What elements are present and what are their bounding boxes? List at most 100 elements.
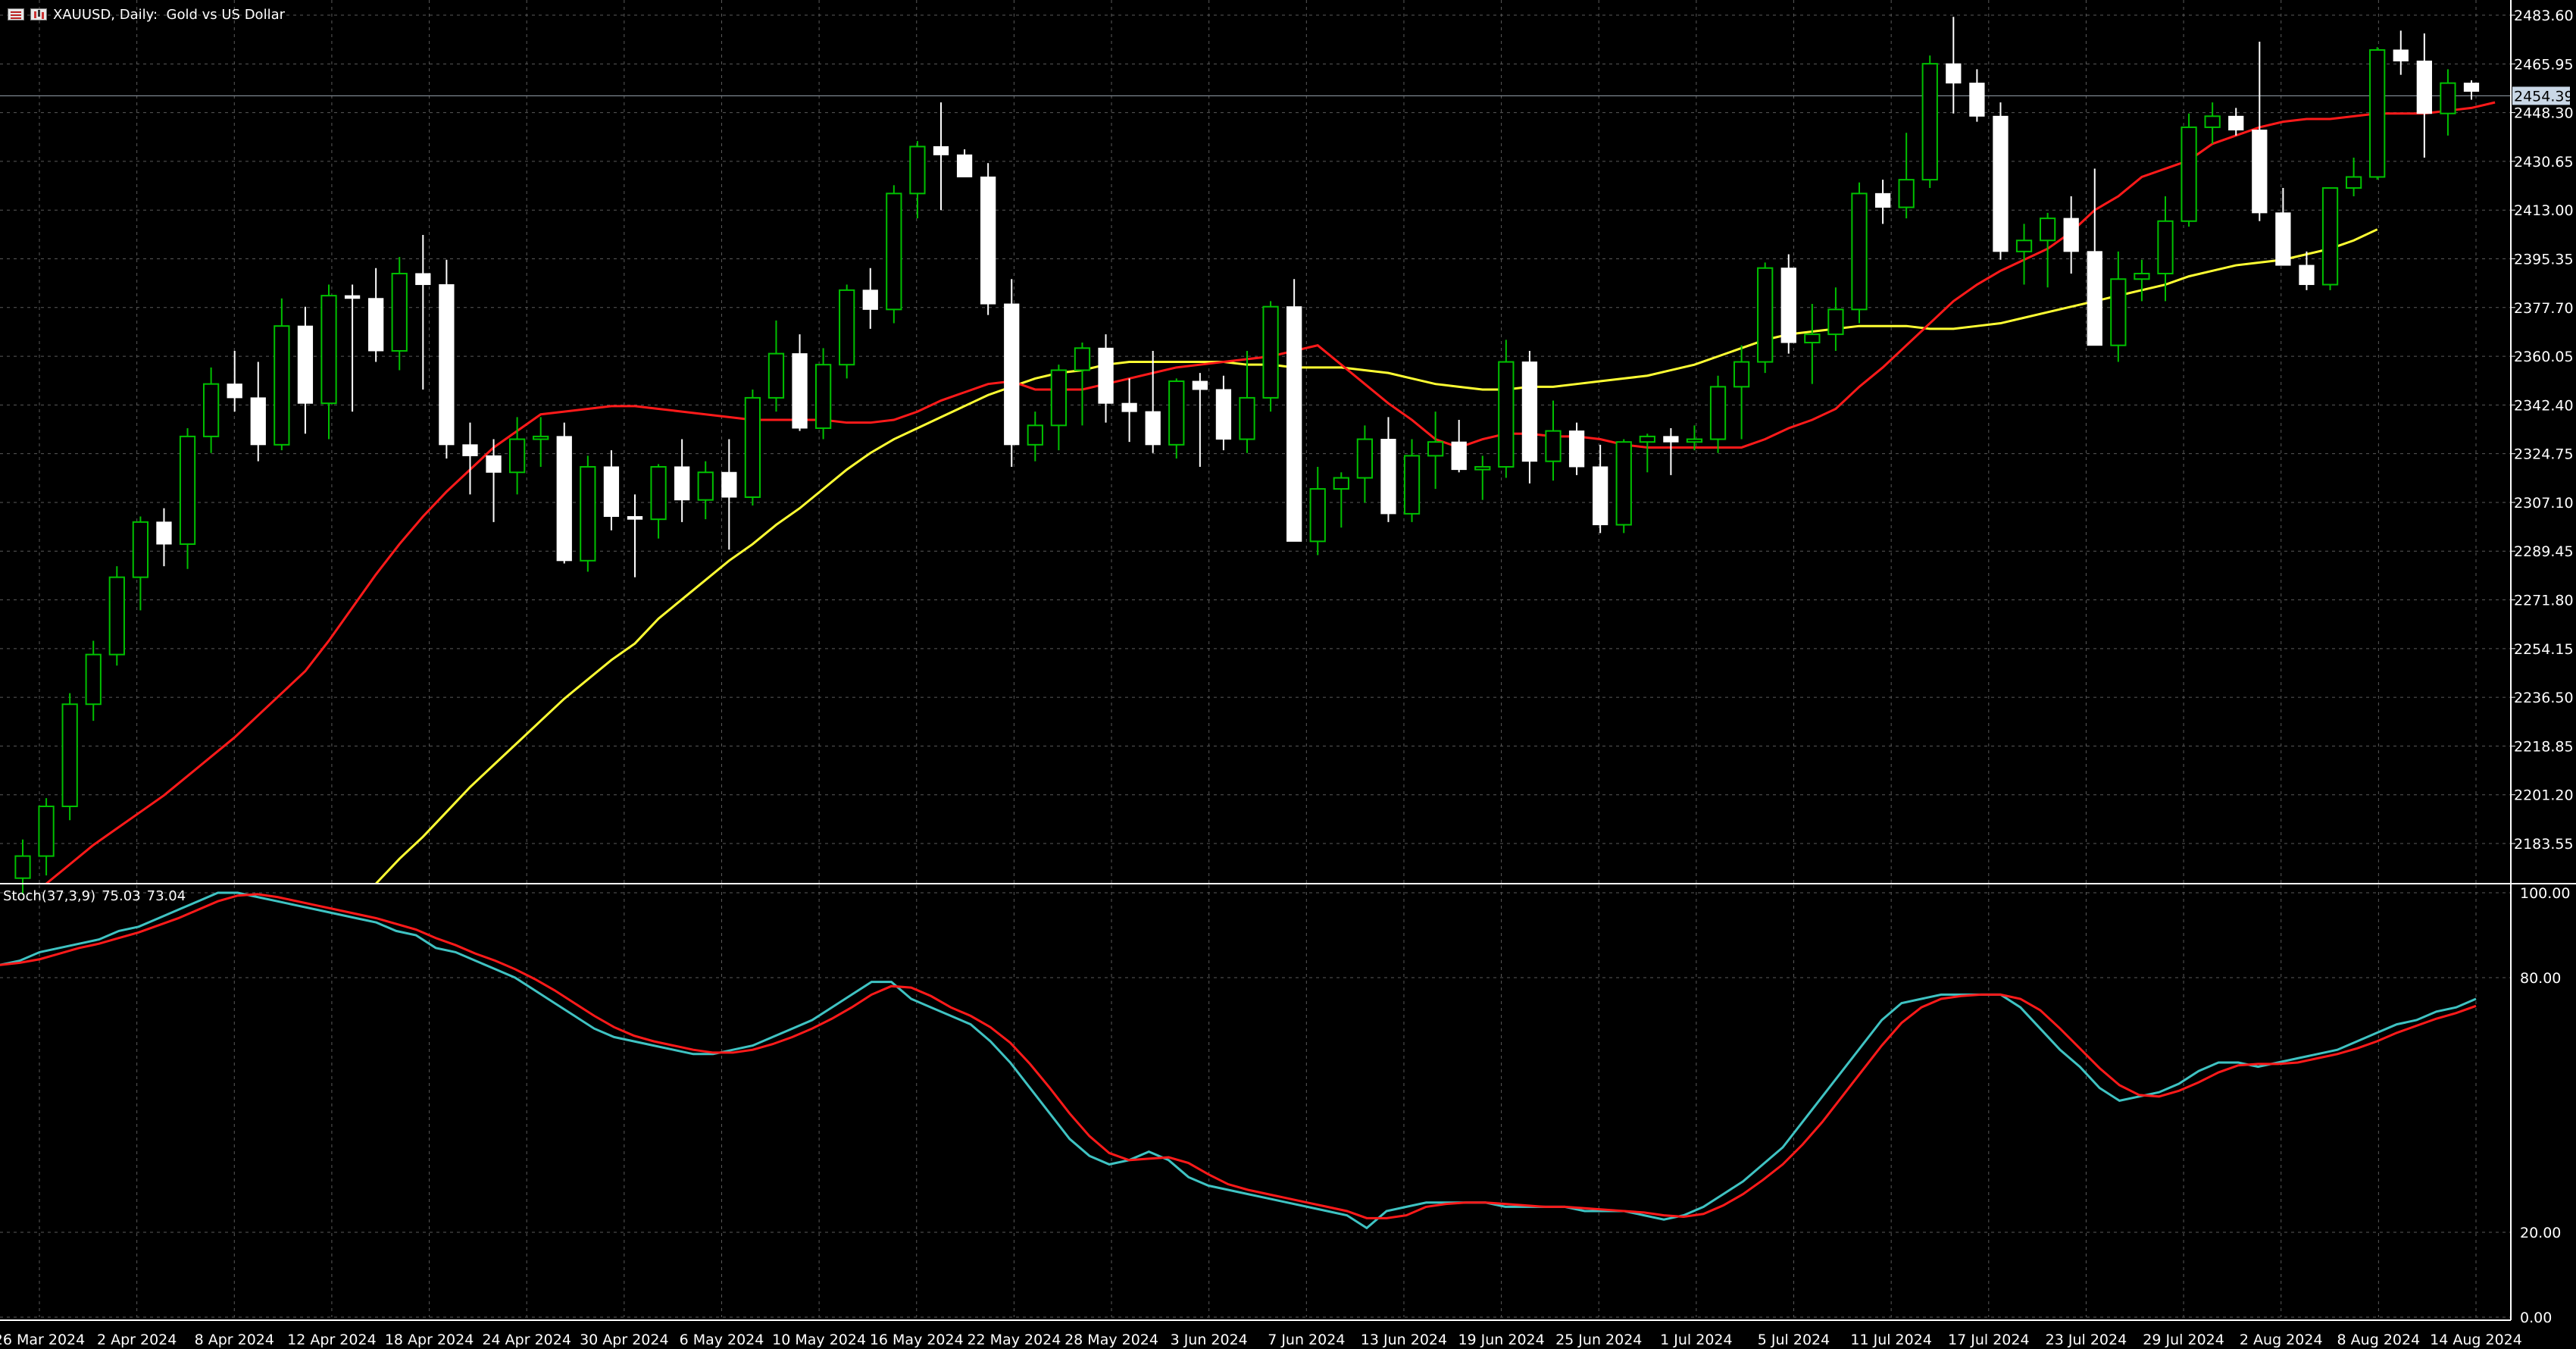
candle-body-bull xyxy=(2134,272,2150,280)
date-tick-label: 13 Jun 2024 xyxy=(1361,1332,1447,1348)
candle-body-bull xyxy=(508,438,526,474)
candle-body-bull xyxy=(767,352,785,399)
candle-body-bear xyxy=(2463,83,2480,92)
candle-body-bear xyxy=(2228,115,2244,131)
candle-body-bear xyxy=(1663,436,1679,443)
candle-body-bear xyxy=(439,284,455,446)
candlestick-series xyxy=(14,17,2480,895)
candle-body-bull xyxy=(909,146,926,195)
date-tick-label: 16 May 2024 xyxy=(870,1332,964,1348)
current-price-label: 2454.39 xyxy=(2514,88,2574,105)
date-tick-label: 25 Jun 2024 xyxy=(1555,1332,1642,1348)
us-flag-icon xyxy=(8,8,24,20)
candle-body-bear xyxy=(1215,389,1232,440)
date-tick-label: 22 May 2024 xyxy=(967,1332,1061,1348)
symbol-description: Gold vs US Dollar xyxy=(166,6,286,23)
candle-body-bull xyxy=(1474,465,1491,471)
candle-body-bull xyxy=(839,289,855,366)
candle-body-bull xyxy=(650,465,667,521)
moving-average-fast xyxy=(45,101,2496,885)
date-tick-label: 3 Jun 2024 xyxy=(1171,1332,1248,1348)
candle-body-bull xyxy=(85,653,102,706)
candle-body-bear xyxy=(1521,362,1538,462)
candle-body-bear xyxy=(1780,268,1796,343)
candle-body-bull xyxy=(1074,347,1091,371)
price-tick-label: 2307.10 xyxy=(2514,495,2574,512)
candle-body-bull xyxy=(1027,424,1043,446)
date-tick-label: 1 Jul 2024 xyxy=(1660,1332,1732,1348)
candle-body-bull xyxy=(744,396,761,499)
date-tick-label: 5 Jul 2024 xyxy=(1758,1332,1830,1348)
candle-body-bull xyxy=(1498,361,1515,468)
candle-body-bull xyxy=(1333,477,1349,490)
stochastic-level-label: 0.00 xyxy=(2520,1310,2552,1326)
price-tick-label: 2183.55 xyxy=(2514,836,2574,853)
chart-title-bar: XAUUSD, Daily: Gold vs US Dollar xyxy=(8,5,285,24)
price-tick-label: 2324.75 xyxy=(2514,446,2574,463)
candle-body-bear xyxy=(862,290,878,310)
date-tick-label: 8 Aug 2024 xyxy=(2337,1332,2421,1348)
candle-body-bull xyxy=(202,383,220,437)
date-tick-label: 14 Aug 2024 xyxy=(2430,1332,2522,1348)
candle-body-bull xyxy=(2015,239,2033,252)
candle-body-bear xyxy=(486,455,502,473)
chart-type-icon[interactable] xyxy=(30,8,47,20)
candle-body-bear xyxy=(721,471,737,498)
date-tick-label: 19 Jun 2024 xyxy=(1458,1332,1544,1348)
candle-body-bear xyxy=(556,436,572,562)
date-tick-label: 26 Mar 2024 xyxy=(0,1332,85,1348)
chart-grid xyxy=(0,0,2511,1318)
candle-body-bear xyxy=(1192,380,1208,390)
candle-body-bull xyxy=(1804,333,1821,344)
candle-body-bear xyxy=(1004,303,1020,446)
candle-body-bear xyxy=(344,295,361,299)
stochastic-level-label: 80.00 xyxy=(2520,970,2561,987)
candle-body-bear xyxy=(2299,264,2315,286)
candle-body-bull xyxy=(697,471,714,501)
candle-body-bear xyxy=(2063,218,2079,252)
price-tick-label: 2236.50 xyxy=(2514,690,2574,706)
candle-body-bull xyxy=(1050,369,1068,427)
candle-body-bull xyxy=(2157,220,2174,274)
candle-body-bear xyxy=(2393,49,2409,61)
candle-body-bull xyxy=(1733,361,1750,388)
candle-body-bear xyxy=(1286,306,1302,542)
date-tick-label: 6 May 2024 xyxy=(680,1332,764,1348)
candle-body-bear xyxy=(1946,63,1962,84)
stochastic-level-label: 100.00 xyxy=(2520,885,2570,902)
candle-body-bull xyxy=(61,703,78,808)
candle-body-bull xyxy=(391,272,408,352)
candle-body-bull xyxy=(14,855,31,879)
candle-body-bear xyxy=(250,397,266,446)
ma-fast-line xyxy=(45,101,2496,885)
price-tick-label: 2218.85 xyxy=(2514,738,2574,755)
stochastic-main-line xyxy=(0,891,2477,1230)
date-tick-label: 2 Apr 2024 xyxy=(97,1332,177,1348)
candle-body-bear xyxy=(1121,402,1137,412)
chart-title: XAUUSD, Daily: Gold vs US Dollar xyxy=(53,6,286,23)
candle-body-bear xyxy=(933,146,949,155)
stochastic-signal-line xyxy=(0,893,2477,1219)
price-tick-label: 2413.00 xyxy=(2514,202,2574,219)
timeframe-label: Daily xyxy=(119,6,153,23)
candle-body-bear xyxy=(1993,115,2009,252)
date-tick-label: 30 Apr 2024 xyxy=(580,1332,668,1348)
date-tick-label: 17 Jul 2024 xyxy=(1948,1332,2030,1348)
candle-body-bull xyxy=(2321,187,2339,286)
date-tick-label: 28 May 2024 xyxy=(1064,1332,1158,1348)
moving-average-slow xyxy=(375,228,2378,885)
candle-body-bull xyxy=(2369,49,2386,178)
candle-body-bull xyxy=(1239,396,1255,440)
date-tick-label: 23 Jul 2024 xyxy=(2046,1332,2127,1348)
stochastic-name: Stoch(37,3,9) xyxy=(3,888,96,904)
candle-body-bull xyxy=(2110,278,2127,346)
candle-body-bull xyxy=(1168,380,1185,446)
price-tick-label: 2395.35 xyxy=(2514,251,2574,268)
stochastic-level-label: 20.00 xyxy=(2520,1225,2561,1241)
candle-body-bull xyxy=(580,465,596,562)
date-tick-label: 7 Jun 2024 xyxy=(1268,1332,1345,1348)
candle-body-bull xyxy=(1686,438,1703,443)
date-tick-label: 29 Jul 2024 xyxy=(2143,1332,2224,1348)
date-tick-label: 10 May 2024 xyxy=(772,1332,866,1348)
